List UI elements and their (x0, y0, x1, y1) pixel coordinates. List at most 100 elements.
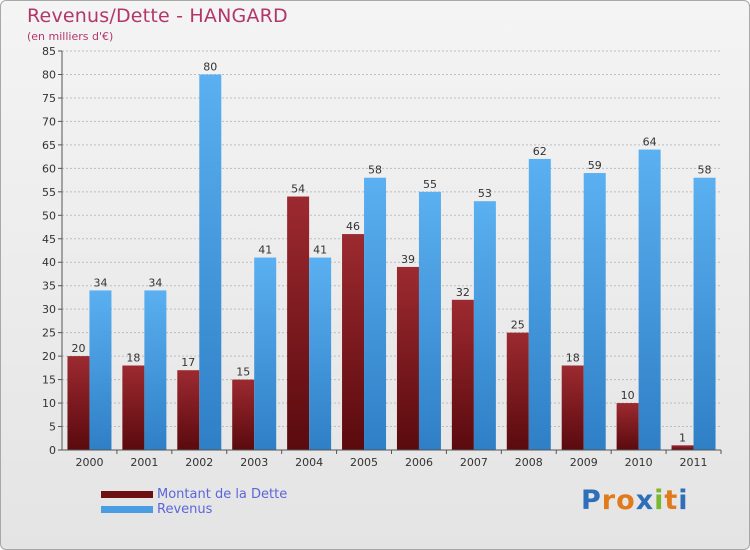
bar-dette-label: 25 (511, 319, 525, 332)
y-tick-label: 40 (42, 256, 56, 269)
bar-revenus (144, 290, 167, 450)
bar-dette-label: 18 (566, 352, 580, 365)
grid-lines (62, 50, 721, 451)
bar-dette (396, 266, 419, 450)
y-tick-label: 5 (49, 421, 56, 434)
logo-letter: P (581, 485, 602, 516)
bar-dette (177, 370, 200, 450)
bar-revenus (309, 257, 332, 450)
bar-dette-label: 46 (346, 220, 360, 233)
y-tick-label: 65 (42, 139, 56, 152)
logo-letter: r (601, 485, 617, 516)
y-tick-label: 35 (42, 280, 56, 293)
x-tick-label: 2007 (460, 456, 488, 469)
bar-revenus (583, 173, 606, 450)
x-tick-label: 2009 (570, 456, 598, 469)
bar-revenus-label: 55 (423, 178, 437, 191)
bar-revenus (254, 257, 277, 450)
bar-dette-label: 32 (456, 286, 470, 299)
x-tick-label: 2006 (405, 456, 433, 469)
legend-label-dette: Montant de la Dette (157, 487, 288, 502)
bar-revenus (418, 191, 441, 450)
bar-dette-label: 17 (181, 356, 195, 369)
bar-revenus (89, 290, 112, 450)
y-tick-label: 55 (42, 186, 56, 199)
bar-dette (561, 365, 584, 450)
x-tick-label: 2004 (295, 456, 323, 469)
y-tick-label: 25 (42, 327, 56, 340)
bar-revenus-label: 34 (148, 276, 162, 289)
bar-dette (671, 445, 694, 450)
bar-dette-label: 39 (401, 253, 415, 266)
legend: Montant de la Dette Revenus (101, 487, 287, 517)
y-tick-label: 10 (42, 397, 56, 410)
bar-revenus (693, 177, 716, 450)
bar-revenus-label: 80 (203, 60, 217, 73)
legend-item-dette: Montant de la Dette (101, 487, 287, 502)
bar-dette (342, 234, 365, 450)
bar-revenus (528, 158, 551, 450)
bars: 20 34 18 34 17 80 15 41 54 41 46 58 39 55 32 53 25 62 18 59… (67, 60, 716, 451)
proxiti-logo: Proxiti (581, 485, 689, 516)
bar-revenus-label: 41 (258, 244, 272, 257)
bar-dette-label: 15 (236, 366, 250, 379)
bar-dette (67, 356, 90, 450)
y-tick-label: 30 (42, 303, 56, 316)
bar-revenus-label: 62 (533, 145, 547, 158)
logo-letter: x (635, 485, 655, 516)
bar-dette (232, 379, 255, 450)
chart-title: Revenus/Dette - HANGARD (27, 5, 288, 27)
bar-revenus-label: 64 (643, 136, 657, 149)
legend-item-revenus: Revenus (101, 502, 287, 517)
y-tick-label: 45 (42, 233, 56, 246)
logo-letter: t (664, 485, 679, 516)
bar-revenus-label: 53 (478, 187, 492, 200)
bar-dette (506, 332, 529, 450)
legend-swatch-revenus (101, 506, 153, 513)
axes: 0 5 10 15 20 25 30 35 40 45 50 55 60 65 70 75 80 85 2000 20… (42, 45, 722, 469)
x-tick-label: 2003 (240, 456, 268, 469)
x-tick-label: 2000 (75, 456, 103, 469)
bar-dette (616, 403, 639, 450)
y-tick-label: 20 (42, 350, 56, 363)
x-tick-label: 2001 (130, 456, 158, 469)
y-tick-label: 75 (42, 92, 56, 105)
bar-revenus-label: 34 (93, 276, 107, 289)
logo-letter: i (654, 485, 665, 516)
x-tick-label: 2011 (680, 456, 708, 469)
bar-revenus-label: 59 (588, 159, 602, 172)
y-tick-label: 60 (42, 162, 56, 175)
logo-letter: o (616, 485, 636, 516)
bar-revenus-label: 58 (698, 164, 712, 177)
bar-revenus (199, 74, 222, 451)
logo-letter: i (678, 485, 689, 516)
x-tick-label: 2002 (185, 456, 213, 469)
chart-subtitle: (en milliers d'€) (27, 30, 114, 43)
x-tick-label: 2010 (625, 456, 653, 469)
bar-dette-label: 18 (126, 352, 140, 365)
bar-revenus (473, 201, 496, 450)
y-tick-label: 80 (42, 68, 56, 81)
y-tick-label: 15 (42, 374, 56, 387)
bar-dette-label: 54 (291, 183, 305, 196)
bar-revenus-label: 41 (313, 244, 327, 257)
bar-revenus-label: 58 (368, 164, 382, 177)
legend-label-revenus: Revenus (157, 502, 213, 517)
bar-dette (451, 299, 474, 450)
bar-dette-label: 10 (621, 389, 635, 402)
bar-dette (287, 196, 310, 450)
bar-revenus (364, 177, 387, 450)
x-tick-label: 2005 (350, 456, 378, 469)
x-tick-label: 2008 (515, 456, 543, 469)
y-tick-label: 85 (42, 45, 56, 58)
legend-swatch-dette (101, 491, 153, 498)
bar-dette-label: 20 (71, 342, 85, 355)
bar-revenus (638, 149, 661, 450)
y-tick-label: 0 (49, 444, 56, 457)
bar-dette-label: 1 (679, 431, 686, 444)
bar-dette (122, 365, 145, 450)
y-tick-label: 70 (42, 115, 56, 128)
y-tick-label: 50 (42, 209, 56, 222)
